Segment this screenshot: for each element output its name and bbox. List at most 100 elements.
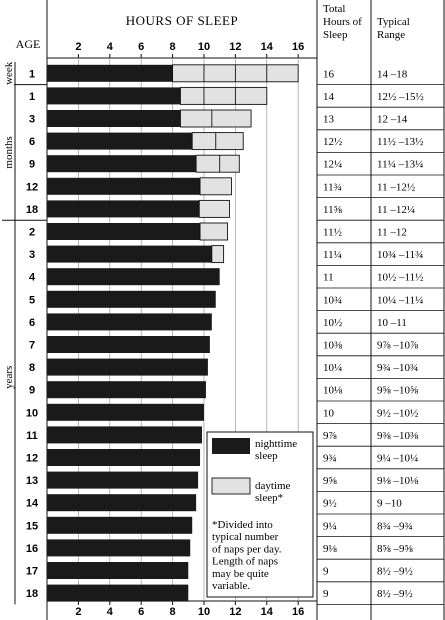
group-label-years: years	[3, 366, 15, 389]
bar-night	[47, 562, 189, 579]
typical-range-cell: 9⅞ –10⅞	[377, 340, 418, 352]
total-hours-cell: 11⅝	[323, 204, 343, 216]
x-tick-label-bottom: 12	[229, 606, 241, 618]
x-tick-label-bottom: 6	[138, 606, 144, 618]
typical-range-cell: 11 –12½	[377, 181, 415, 193]
total-hours-cell: 11	[323, 272, 334, 284]
typical-range-cell: 10¼ –11¼	[377, 294, 423, 306]
bar-night	[47, 426, 203, 444]
typical-range-cell: 9⅛ –10⅛	[377, 475, 419, 487]
typical-range-cell: 11 –12¼	[377, 204, 415, 216]
x-tick-label-top: 10	[198, 41, 210, 53]
typical-range-cell: 11½ –13½	[377, 136, 423, 148]
typical-range-cell: 8¾ –9¾	[377, 520, 413, 532]
header-typical-range: Typical Range	[377, 16, 410, 41]
typical-range-cell: 9½ –10½	[377, 407, 418, 419]
typical-range-cell: 14 –18	[377, 68, 408, 80]
total-hours-cell: 9¾	[323, 453, 337, 465]
age-label: 9	[29, 159, 35, 171]
total-hours-cell: 10⅛	[323, 385, 343, 397]
total-hours-cell: 16	[323, 68, 335, 80]
bar-night	[47, 64, 173, 82]
age-label: 2	[29, 227, 35, 239]
age-label: 15	[26, 520, 38, 532]
age-label: 3	[29, 114, 35, 126]
total-hours-cell: 11¼	[323, 249, 342, 261]
bar-day	[179, 109, 252, 128]
age-label: 14	[26, 498, 39, 510]
bar-night	[47, 155, 197, 173]
bar-night	[47, 449, 201, 466]
total-hours-cell: 9	[323, 588, 329, 600]
header-total-hours: Total Hours of Sleep	[323, 3, 362, 41]
age-label: 16	[26, 543, 38, 555]
legend-swatch-night	[212, 438, 250, 454]
age-label: 7	[29, 340, 35, 352]
x-tick-label-bottom: 10	[198, 606, 210, 618]
total-hours-cell: 11¾	[323, 181, 342, 193]
typical-range-cell: 9⅝ –10⅝	[377, 385, 419, 397]
bar-day	[198, 199, 230, 218]
age-label: 1	[29, 68, 35, 80]
x-tick-label-bottom: 2	[75, 606, 81, 618]
total-hours-cell: 9⅛	[323, 543, 338, 555]
bar-night	[47, 245, 212, 263]
total-hours-cell: 9⅞	[323, 430, 337, 442]
group-label-months: months	[3, 136, 15, 168]
bar-night	[47, 584, 189, 602]
total-hours-cell: 11½	[323, 227, 342, 239]
bar-night	[47, 87, 181, 105]
age-label: 17	[26, 566, 38, 578]
bar-night	[47, 200, 200, 218]
legend-box	[206, 431, 314, 598]
x-tick-label-top: 8	[170, 41, 176, 53]
bar-night	[47, 403, 204, 421]
age-label: 12	[26, 453, 38, 465]
typical-range-cell: 9¾ –10¾	[377, 362, 418, 374]
x-tick-label-top: 6	[138, 41, 144, 53]
typical-range-cell: 9 –10	[377, 498, 402, 510]
age-label: 18	[26, 588, 38, 600]
age-label: 1	[29, 91, 35, 103]
x-tick-label-top: 12	[229, 41, 241, 53]
total-hours-cell: 12¼	[323, 159, 342, 171]
bar-day	[211, 245, 225, 264]
typical-range-cell: 11¼ –13¼	[377, 159, 423, 171]
x-tick-label-top: 14	[261, 41, 274, 53]
total-hours-cell: 9½	[323, 498, 337, 510]
group-label-bg	[2, 358, 14, 397]
age-label: 12	[26, 181, 38, 193]
total-hours-cell: 10⅜	[323, 340, 343, 352]
typical-range-cell: 12 –14	[377, 114, 408, 126]
age-label: 9	[29, 385, 35, 397]
bar-day	[199, 177, 232, 196]
total-hours-cell: 10½	[323, 317, 342, 329]
age-label: 10	[26, 407, 38, 419]
total-hours-cell: 13	[323, 114, 335, 126]
legend-footnote: *Divided into typical number of naps per d…	[212, 519, 282, 592]
age-label: 6	[29, 136, 35, 148]
bar-night	[47, 132, 193, 150]
typical-range-cell: 12½ –15½	[377, 91, 424, 103]
group-label-bg	[2, 57, 14, 90]
bar-night	[47, 471, 199, 489]
bar-night	[47, 358, 208, 376]
typical-range-cell: 10 –11	[377, 317, 407, 329]
legend-label-night: nighttime sleep	[255, 438, 297, 462]
x-tick-label-top: 16	[292, 41, 304, 53]
total-hours-cell: 10	[323, 407, 335, 419]
bar-day	[191, 132, 244, 151]
group-label-week: week	[3, 61, 15, 85]
bar-day	[195, 154, 240, 173]
group-label-bg	[2, 130, 14, 175]
typical-range-cell: 10¾ –11¾	[377, 249, 423, 261]
x-tick-label-top: 2	[75, 41, 81, 53]
age-label: 18	[26, 204, 38, 216]
age-label: 11	[26, 430, 38, 442]
bar-night	[47, 516, 193, 534]
age-label: 4	[29, 272, 36, 284]
age-label: 5	[29, 294, 35, 306]
bar-night	[47, 336, 210, 353]
typical-range-cell: 8⅝ –9⅝	[377, 543, 414, 555]
